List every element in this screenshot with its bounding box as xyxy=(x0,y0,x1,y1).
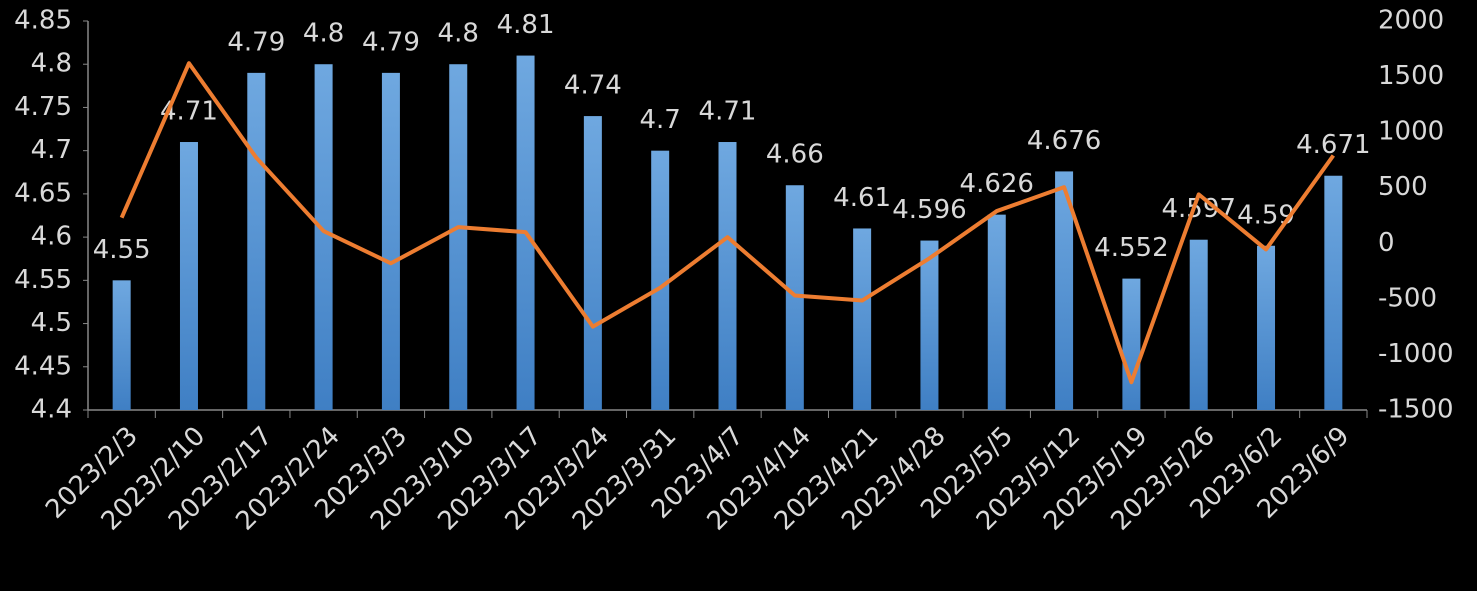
y-tick-label: 4.7 xyxy=(31,135,72,165)
y2-tick-label: -1500 xyxy=(1378,395,1454,425)
bar xyxy=(785,185,804,410)
y-tick-label: 4.65 xyxy=(14,178,72,208)
data-label: 4.626 xyxy=(960,169,1034,199)
y2-tick-label: 1500 xyxy=(1378,61,1444,91)
y-tick-label: 4.6 xyxy=(31,222,72,252)
data-label: 4.676 xyxy=(1027,126,1101,156)
y2-tick-label: -1000 xyxy=(1378,339,1454,369)
data-label: 4.61 xyxy=(833,183,891,213)
bar xyxy=(1189,239,1208,410)
y2-tick-label: -500 xyxy=(1378,283,1437,313)
data-label: 4.71 xyxy=(699,97,757,127)
y-tick-label: 4.55 xyxy=(14,265,72,295)
data-label: 4.7 xyxy=(640,105,681,135)
bar xyxy=(853,228,872,410)
y-tick-label: 4.8 xyxy=(31,49,72,79)
bar xyxy=(247,72,266,410)
data-label: 4.671 xyxy=(1296,130,1370,160)
line xyxy=(119,61,1335,385)
bar xyxy=(920,240,939,410)
data-label: 4.81 xyxy=(497,10,555,40)
data-label: 4.55 xyxy=(93,235,151,265)
data-label: 4.552 xyxy=(1094,233,1168,263)
data-label: 4.79 xyxy=(362,27,420,57)
data-label: 4.596 xyxy=(892,195,966,225)
y-tick-label: 4.85 xyxy=(14,6,72,36)
data-label: 4.66 xyxy=(766,140,824,170)
bar xyxy=(314,64,333,410)
data-label: 4.8 xyxy=(303,19,344,49)
y-tick-label: 4.5 xyxy=(31,308,72,338)
bar xyxy=(449,64,468,410)
y2-tick-label: 500 xyxy=(1378,172,1428,202)
y2-tick-label: 0 xyxy=(1378,228,1395,258)
bar xyxy=(179,142,198,410)
bar xyxy=(1055,171,1074,410)
bar xyxy=(381,72,400,410)
data-label: 4.8 xyxy=(438,19,479,49)
bar xyxy=(1324,175,1343,410)
bar xyxy=(987,214,1006,410)
data-label: 4.74 xyxy=(564,71,622,101)
data-label: 4.79 xyxy=(227,27,285,57)
y2-tick-label: 1000 xyxy=(1378,117,1444,147)
y-tick-label: 4.45 xyxy=(14,351,72,381)
y2-tick-label: 2000 xyxy=(1378,6,1444,36)
data-label: 4.59 xyxy=(1237,200,1295,230)
y-tick-label: 4.4 xyxy=(31,395,72,425)
bar xyxy=(718,142,737,410)
bar xyxy=(112,280,131,410)
bar xyxy=(1122,278,1141,410)
bar xyxy=(651,150,670,410)
bar xyxy=(1257,245,1276,410)
y-tick-label: 4.75 xyxy=(14,92,72,122)
bar xyxy=(583,116,602,410)
